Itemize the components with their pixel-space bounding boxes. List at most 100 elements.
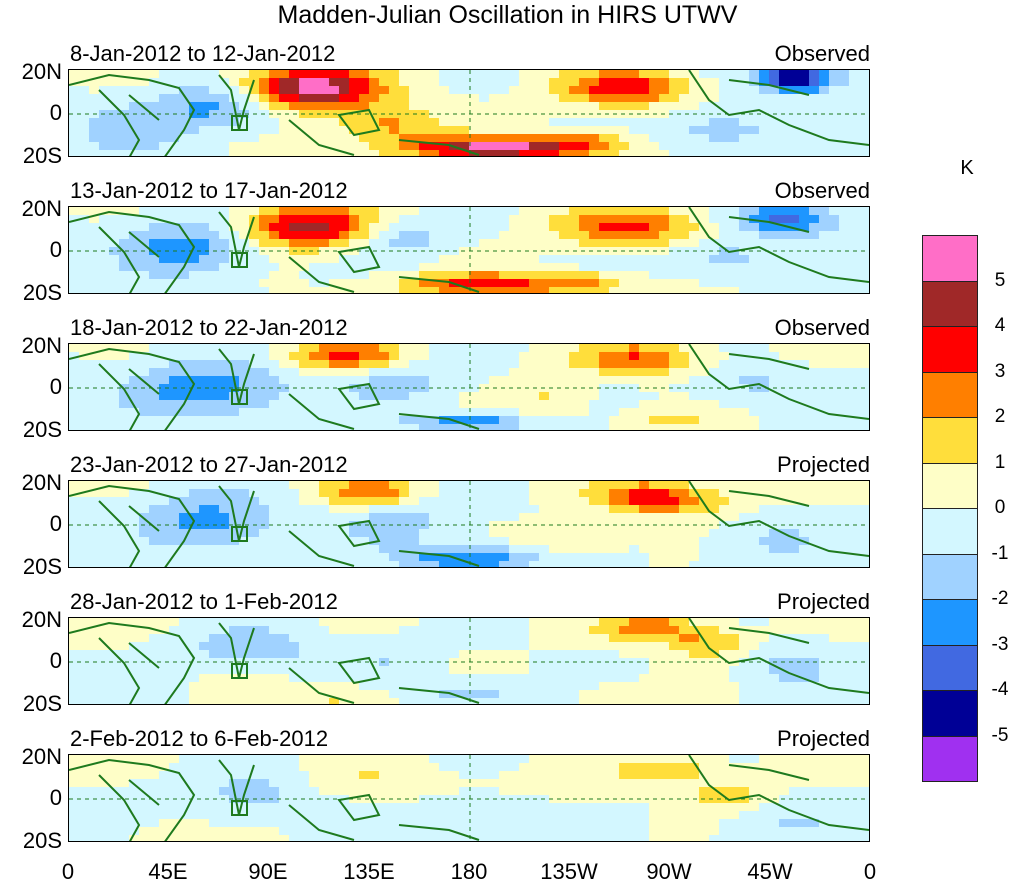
anomaly-cell: [149, 682, 160, 691]
anomaly-cell: [169, 376, 180, 385]
anomaly-cell: [629, 287, 640, 293]
anomaly-cell: [399, 86, 410, 95]
anomaly-cell: [599, 408, 610, 417]
anomaly-cell: [599, 529, 610, 538]
anomaly-cell: [149, 795, 160, 804]
anomaly-cell: [79, 70, 90, 79]
anomaly-cell: [869, 400, 870, 409]
anomaly-cell: [599, 626, 610, 635]
anomaly-cell: [759, 110, 770, 119]
anomaly-cell: [869, 537, 870, 546]
anomaly-cell: [839, 553, 850, 562]
anomaly-cell: [859, 78, 869, 87]
anomaly-cell: [719, 545, 730, 554]
anomaly-cell: [679, 78, 690, 87]
anomaly-cell: [829, 150, 840, 156]
anomaly-cell: [519, 513, 530, 522]
anomaly-cell: [769, 497, 780, 506]
anomaly-cell: [389, 126, 400, 135]
anomaly-cell: [129, 682, 140, 691]
anomaly-cell: [159, 416, 170, 425]
anomaly-cell: [249, 771, 260, 780]
anomaly-cell: [739, 263, 750, 272]
anomaly-cell: [839, 771, 850, 780]
anomaly-cell: [199, 287, 210, 293]
anomaly-cell: [79, 94, 90, 103]
anomaly-cell: [159, 86, 170, 95]
anomaly-cell: [579, 223, 590, 232]
anomaly-cell: [239, 215, 250, 224]
anomaly-cell: [369, 763, 380, 772]
anomaly-cell: [339, 70, 350, 79]
anomaly-cell: [769, 360, 780, 369]
anomaly-cell: [389, 86, 400, 95]
anomaly-cell: [239, 142, 250, 151]
anomaly-cell: [829, 698, 840, 704]
anomaly-cell: [489, 650, 500, 659]
anomaly-cell: [699, 78, 710, 87]
anomaly-cell: [439, 408, 450, 417]
anomaly-cell: [559, 134, 570, 143]
anomaly-cell: [759, 626, 770, 635]
anomaly-cell: [809, 626, 820, 635]
anomaly-cell: [769, 529, 780, 538]
map-panel: [68, 480, 870, 568]
panel-status-label: Projected: [777, 726, 870, 751]
anomaly-cell: [249, 763, 260, 772]
anomaly-cell: [659, 666, 670, 675]
anomaly-cell: [739, 545, 750, 554]
anomaly-cell: [399, 561, 410, 567]
anomaly-cell: [819, 207, 830, 216]
anomaly-cell: [859, 513, 869, 522]
anomaly-cell: [439, 215, 450, 224]
anomaly-cell: [769, 142, 780, 151]
anomaly-cell: [439, 70, 450, 79]
anomaly-cell: [469, 263, 480, 272]
anomaly-cell: [839, 481, 850, 490]
anomaly-cell: [789, 239, 800, 248]
anomaly-cell: [489, 666, 500, 675]
anomaly-cell: [219, 94, 230, 103]
anomaly-cell: [709, 408, 720, 417]
anomaly-cell: [639, 755, 650, 764]
anomaly-cell: [609, 553, 620, 562]
anomaly-cell: [519, 642, 530, 651]
anomaly-cell: [259, 287, 270, 293]
anomaly-cell: [489, 223, 500, 232]
anomaly-cell: [329, 134, 340, 143]
anomaly-cell: [489, 400, 500, 409]
anomaly-cell: [539, 634, 550, 643]
anomaly-cell: [459, 94, 470, 103]
anomaly-cell: [679, 682, 690, 691]
anomaly-cell: [419, 771, 430, 780]
anomaly-cell: [719, 86, 730, 95]
anomaly-cell: [289, 424, 300, 430]
anomaly-cell: [559, 400, 570, 409]
anomaly-cell: [539, 690, 550, 699]
anomaly-cell: [349, 142, 360, 151]
anomaly-cell: [139, 400, 150, 409]
anomaly-cell: [669, 698, 680, 704]
anomaly-cell: [429, 263, 440, 272]
anomaly-cell: [739, 86, 750, 95]
anomaly-cell: [709, 255, 720, 264]
anomaly-cell: [219, 207, 230, 216]
anomaly-cell: [639, 561, 650, 567]
anomaly-cell: [309, 376, 320, 385]
anomaly-cell: [409, 771, 420, 780]
anomaly-cell: [179, 279, 190, 288]
anomaly-cell: [219, 344, 230, 353]
anomaly-cell: [859, 618, 869, 627]
anomaly-cell: [449, 231, 460, 240]
anomaly-cell: [569, 634, 580, 643]
anomaly-cell: [249, 94, 260, 103]
anomaly-cell: [139, 231, 150, 240]
anomaly-cell: [439, 771, 450, 780]
anomaly-cell: [409, 70, 420, 79]
anomaly-cell: [659, 118, 670, 127]
anomaly-cell: [579, 505, 590, 514]
anomaly-cell: [519, 529, 530, 538]
anomaly-cell: [789, 368, 800, 377]
anomaly-cell: [239, 642, 250, 651]
anomaly-cell: [689, 690, 700, 699]
